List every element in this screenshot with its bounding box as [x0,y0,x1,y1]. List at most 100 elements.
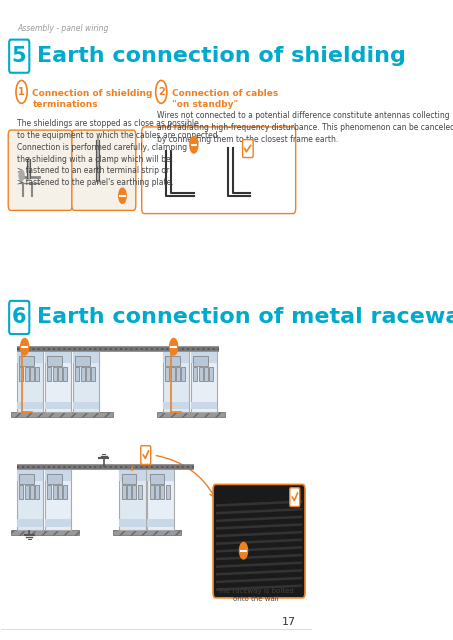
FancyBboxPatch shape [72,130,136,211]
Bar [119,520,146,527]
Bar [73,352,99,364]
Bar [119,470,146,481]
Bar [24,484,29,499]
Bar [58,367,62,381]
Bar [17,470,43,481]
Bar [163,352,189,412]
FancyBboxPatch shape [290,488,300,506]
FancyBboxPatch shape [243,140,253,157]
Circle shape [240,542,247,559]
Bar [193,356,208,366]
Bar [171,367,174,381]
Text: Earth connection of shielding: Earth connection of shielding [37,46,406,66]
Text: 5: 5 [12,46,26,66]
Bar [45,520,71,527]
Bar [166,484,169,499]
Bar [30,484,34,499]
Bar [53,367,57,381]
Bar [150,474,164,484]
FancyBboxPatch shape [141,445,151,465]
Bar [24,367,29,381]
Bar [204,367,208,381]
Bar [176,367,180,381]
Bar [150,484,154,499]
Bar [81,367,85,381]
Bar [11,531,79,536]
Bar [73,401,99,409]
FancyBboxPatch shape [9,301,29,334]
Circle shape [19,170,24,180]
Bar [58,484,62,499]
Bar [163,352,189,364]
FancyBboxPatch shape [9,40,29,73]
Bar [17,401,43,409]
Bar [157,412,225,417]
Bar [181,367,185,381]
Bar [122,484,126,499]
Text: Connection of cables
"on standby": Connection of cables "on standby" [172,90,279,109]
Text: The raceway is bolted
onto the wall: The raceway is bolted onto the wall [217,588,294,602]
Bar [113,531,182,536]
Bar [47,367,51,381]
Bar [30,367,34,381]
Bar [19,474,34,484]
Bar [127,484,131,499]
Bar [45,352,71,412]
Bar [19,356,34,366]
Text: 1: 1 [18,87,25,97]
Bar [35,367,39,381]
Bar [198,367,202,381]
Bar [17,520,43,527]
Text: The shieldings are stopped as close as possible
to the equipment to which the ca: The shieldings are stopped as close as p… [17,119,220,188]
Bar [86,367,90,381]
Bar [63,367,67,381]
Bar [147,520,173,527]
Bar [47,356,62,366]
Circle shape [119,188,126,204]
Bar [19,367,24,381]
Bar [45,352,71,364]
Bar [19,484,24,499]
Text: 17: 17 [282,617,296,627]
Bar [63,484,67,499]
Bar [73,352,99,412]
Bar [53,484,57,499]
Bar [45,470,71,481]
Bar [17,352,43,364]
Bar [75,356,90,366]
Bar [191,352,217,364]
FancyBboxPatch shape [142,127,296,214]
Bar [147,470,173,531]
Text: Earth connection of metal raceways: Earth connection of metal raceways [37,307,453,328]
Bar [209,367,213,381]
Text: Assembly - panel wiring: Assembly - panel wiring [17,24,108,33]
Bar [119,470,146,531]
Bar [165,356,180,366]
Text: 6: 6 [12,307,26,328]
Text: Wires not connected to a potential difference constitute antennas collecting
and: Wires not connected to a potential diffe… [157,111,453,143]
Bar [193,367,197,381]
Bar [47,474,62,484]
Bar [35,484,39,499]
Bar [75,367,79,381]
Bar [17,352,43,412]
Bar [17,470,43,531]
Bar [165,367,169,381]
Bar [163,401,189,409]
Bar [45,470,71,531]
FancyBboxPatch shape [8,130,72,211]
Bar [147,470,173,481]
Bar [91,367,95,381]
Bar [122,474,136,484]
Bar [132,484,136,499]
Bar [160,484,164,499]
Bar [11,412,113,417]
Bar [191,401,217,409]
Circle shape [169,339,178,355]
FancyBboxPatch shape [213,484,305,598]
Bar [45,401,71,409]
Text: 2: 2 [158,87,164,97]
Text: Connection of shielding
terminations: Connection of shielding terminations [33,90,153,109]
Circle shape [21,339,29,355]
Bar [47,484,51,499]
